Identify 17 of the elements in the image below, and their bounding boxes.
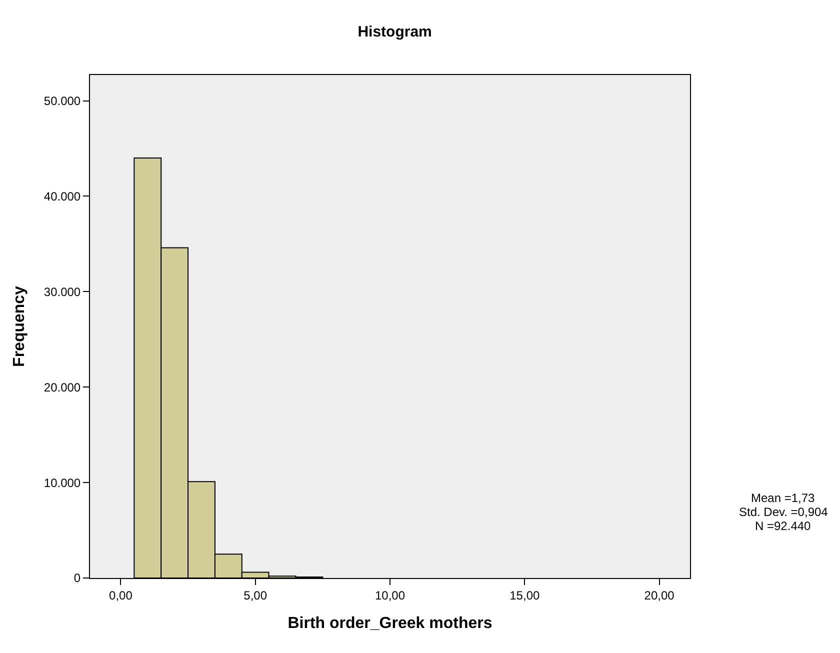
x-tick-label: 20,00 — [644, 588, 675, 602]
y-tick-label: 0 — [74, 571, 81, 586]
text: Std. Dev. =0,904 — [739, 505, 828, 519]
text: Mean =1,73 — [751, 491, 816, 505]
y-tick-label: 30.000 — [44, 284, 81, 299]
y-tick-label: 20.000 — [44, 380, 81, 394]
x-axis-title: Birth order_Greek mothers — [288, 615, 492, 632]
x-tick-label: 0,00 — [109, 588, 133, 602]
y-axis-title: Frequency — [10, 286, 28, 367]
y-tick-label: 50.000 — [44, 94, 81, 108]
x-tick-label: 5,00 — [244, 588, 268, 602]
chart-title: Histogram — [358, 24, 432, 41]
x-tick-label: 10,00 — [374, 588, 406, 602]
y-tick-label: 40.000 — [44, 189, 81, 204]
y-tick-label: 10.000 — [44, 476, 81, 490]
text: N =92.440 — [755, 519, 812, 533]
x-tick-label: 15,00 — [510, 588, 540, 602]
